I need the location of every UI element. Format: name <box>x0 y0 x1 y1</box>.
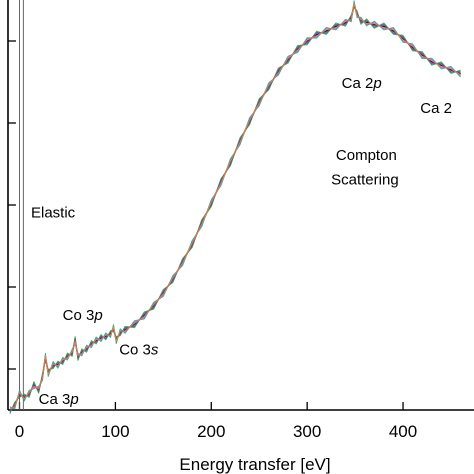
series-line <box>9 1 461 409</box>
series-line <box>9 0 461 410</box>
annotation-label: Co 3p <box>63 307 103 324</box>
x-tick-label: 0 <box>15 422 24 441</box>
annotation-label: Ca 3p <box>39 391 79 408</box>
series-line <box>9 3 461 411</box>
annotations: Elastic Co 3p Co 3s Ca 3p Ca 2p Ca 2 Compton Sc… <box>31 75 452 408</box>
x-tick-label: 300 <box>293 422 321 441</box>
x-axis-title: Energy transfer [eV] <box>179 455 330 474</box>
axes: 0 100 200 300 400 <box>7 0 474 441</box>
annotation-label: Ca 2 <box>420 100 452 117</box>
x-tick-label: 400 <box>389 422 417 441</box>
annotation-label: Co 3s <box>119 342 159 359</box>
annotation-label: Ca 2p <box>342 75 382 92</box>
annotation-label: Scattering <box>331 172 399 189</box>
x-tick-label: 200 <box>197 422 225 441</box>
series-line <box>9 2 461 410</box>
annotation-label: Elastic <box>31 204 76 221</box>
x-tick-label: 100 <box>101 422 129 441</box>
annotation-label: Compton <box>336 147 397 164</box>
series-group <box>9 0 461 414</box>
